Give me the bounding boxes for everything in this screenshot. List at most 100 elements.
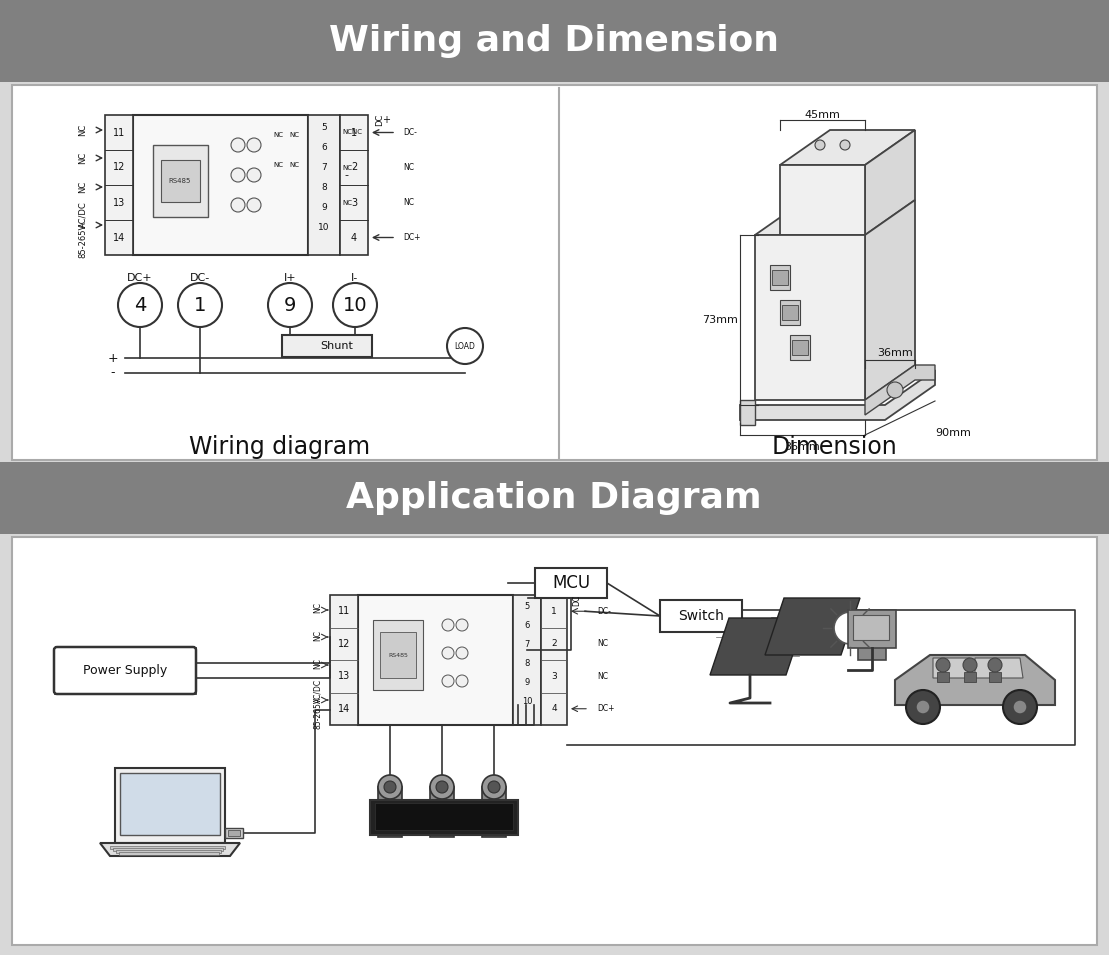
Circle shape bbox=[247, 168, 261, 182]
Circle shape bbox=[906, 690, 940, 724]
Bar bbox=[113, 848, 223, 851]
Text: Wiring diagram: Wiring diagram bbox=[190, 435, 370, 459]
Text: MCU: MCU bbox=[552, 574, 590, 592]
Bar bbox=[330, 595, 358, 725]
Text: NC: NC bbox=[79, 124, 88, 137]
Text: 1: 1 bbox=[194, 295, 206, 314]
Circle shape bbox=[118, 283, 162, 327]
Polygon shape bbox=[780, 130, 915, 165]
Bar bbox=[340, 115, 368, 255]
Text: LOAD: LOAD bbox=[455, 342, 476, 350]
Text: RS485: RS485 bbox=[169, 178, 191, 184]
Text: NC: NC bbox=[273, 132, 283, 138]
Circle shape bbox=[447, 328, 484, 364]
Text: Power Supply: Power Supply bbox=[83, 664, 167, 676]
Text: 2: 2 bbox=[350, 162, 357, 173]
Bar bbox=[989, 672, 1001, 682]
Bar bbox=[430, 787, 454, 837]
Text: NC: NC bbox=[597, 671, 608, 681]
Text: 7: 7 bbox=[322, 162, 327, 172]
Text: 6: 6 bbox=[322, 142, 327, 152]
Bar bbox=[375, 803, 513, 830]
Bar bbox=[12, 537, 1097, 945]
Text: 9: 9 bbox=[525, 677, 530, 687]
Bar bbox=[225, 828, 243, 838]
Bar bbox=[161, 160, 200, 202]
Bar bbox=[848, 610, 896, 648]
Bar bbox=[0, 0, 1109, 82]
Bar bbox=[12, 85, 1097, 460]
Text: NC: NC bbox=[342, 164, 352, 171]
Circle shape bbox=[231, 168, 245, 182]
Circle shape bbox=[442, 619, 454, 631]
Circle shape bbox=[1013, 700, 1027, 714]
Text: 85-265V: 85-265V bbox=[79, 223, 88, 258]
Text: 4: 4 bbox=[350, 232, 357, 243]
Text: 11: 11 bbox=[338, 606, 350, 616]
Text: 1: 1 bbox=[551, 606, 557, 616]
Polygon shape bbox=[865, 130, 915, 235]
Text: DC+: DC+ bbox=[597, 704, 614, 713]
Bar bbox=[358, 595, 513, 725]
Text: 13: 13 bbox=[338, 671, 350, 681]
Circle shape bbox=[1003, 690, 1037, 724]
Text: 36mm: 36mm bbox=[877, 348, 913, 358]
Bar bbox=[858, 610, 886, 660]
Bar bbox=[105, 115, 133, 255]
Bar bbox=[370, 800, 518, 835]
Circle shape bbox=[887, 382, 903, 398]
Circle shape bbox=[378, 775, 401, 799]
Text: 14: 14 bbox=[113, 232, 125, 243]
Circle shape bbox=[456, 647, 468, 659]
Circle shape bbox=[815, 140, 825, 150]
Text: DC+: DC+ bbox=[128, 273, 153, 283]
Text: NC: NC bbox=[289, 162, 299, 168]
Text: I+: I+ bbox=[284, 273, 296, 283]
Text: Application Diagram: Application Diagram bbox=[346, 481, 762, 515]
Circle shape bbox=[456, 619, 468, 631]
Text: 5: 5 bbox=[322, 122, 327, 132]
Text: DC: DC bbox=[376, 114, 385, 126]
Text: 12: 12 bbox=[338, 639, 350, 648]
Text: NC: NC bbox=[342, 200, 352, 205]
Bar bbox=[853, 615, 889, 640]
Text: 85-265V: 85-265V bbox=[314, 697, 323, 729]
Bar bbox=[792, 340, 808, 355]
Bar bbox=[282, 335, 372, 357]
Text: 3: 3 bbox=[551, 671, 557, 681]
Text: NC: NC bbox=[79, 180, 88, 193]
Text: NC: NC bbox=[314, 629, 323, 641]
Circle shape bbox=[436, 781, 448, 793]
Circle shape bbox=[936, 658, 950, 672]
Polygon shape bbox=[865, 200, 915, 400]
Bar bbox=[964, 672, 976, 682]
Circle shape bbox=[333, 283, 377, 327]
Text: +: + bbox=[381, 115, 390, 125]
Text: 1: 1 bbox=[350, 128, 357, 138]
Bar bbox=[115, 768, 225, 843]
Text: 2: 2 bbox=[551, 639, 557, 648]
Circle shape bbox=[916, 700, 930, 714]
Text: 14: 14 bbox=[338, 704, 350, 713]
Circle shape bbox=[456, 675, 468, 687]
Polygon shape bbox=[895, 655, 1055, 705]
Bar bbox=[380, 632, 416, 678]
Text: 12: 12 bbox=[113, 162, 125, 173]
Text: 5: 5 bbox=[525, 602, 530, 610]
Text: 36mm: 36mm bbox=[784, 442, 820, 452]
Polygon shape bbox=[933, 658, 970, 678]
Text: 6: 6 bbox=[525, 621, 530, 629]
Bar bbox=[482, 787, 506, 837]
Bar bbox=[513, 595, 541, 725]
Bar bbox=[373, 620, 423, 690]
Circle shape bbox=[430, 775, 454, 799]
Text: 9: 9 bbox=[322, 202, 327, 211]
Circle shape bbox=[482, 775, 506, 799]
Polygon shape bbox=[865, 365, 935, 415]
Circle shape bbox=[179, 283, 222, 327]
Circle shape bbox=[963, 658, 977, 672]
Polygon shape bbox=[740, 400, 755, 425]
Circle shape bbox=[834, 612, 866, 644]
Text: +: + bbox=[108, 351, 119, 365]
Text: 7: 7 bbox=[525, 640, 530, 648]
